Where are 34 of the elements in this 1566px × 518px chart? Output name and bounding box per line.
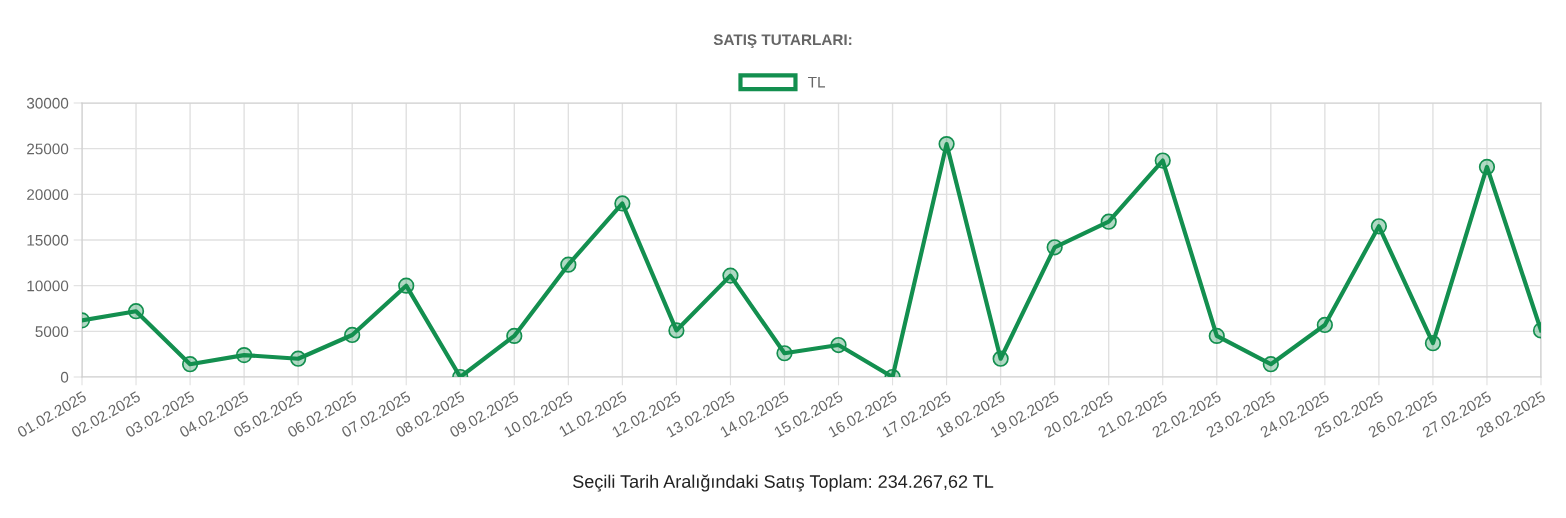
point: [127, 303, 145, 320]
point: [992, 350, 1009, 367]
point: [1208, 327, 1225, 345]
y-tick-label: 15000: [27, 234, 69, 246]
point: [344, 326, 361, 344]
point: [1154, 152, 1171, 169]
point: [1424, 335, 1442, 352]
point: [614, 195, 631, 212]
point: [668, 322, 685, 339]
point: [776, 345, 793, 362]
chart-title: SATIŞ TUTARLARI:: [713, 34, 852, 49]
point: [290, 350, 307, 367]
point: [1100, 213, 1117, 230]
point: [560, 256, 577, 273]
point: [722, 267, 739, 284]
y-tick-label: 5000: [35, 326, 69, 338]
point: [830, 336, 847, 354]
point: [1262, 356, 1279, 373]
y-tick-label: 30000: [26, 97, 69, 109]
y-tick-label: 10000: [27, 280, 69, 292]
text: Seçili Tarih Aralığındaki Satış Toplam: 234.267,62 TL: [573, 474, 994, 492]
point: [1478, 158, 1496, 176]
y-tick-label: 0: [60, 371, 69, 383]
y-tick-label: 20000: [27, 189, 69, 201]
point: [1316, 316, 1333, 334]
point: [398, 277, 415, 294]
point: [1046, 239, 1063, 256]
point: [1370, 218, 1388, 235]
point: [235, 346, 253, 364]
point: [938, 135, 955, 153]
y-tick-label: 25000: [27, 143, 69, 155]
legend-label: TL: [808, 76, 826, 88]
point: [506, 327, 523, 345]
point: [181, 356, 199, 373]
